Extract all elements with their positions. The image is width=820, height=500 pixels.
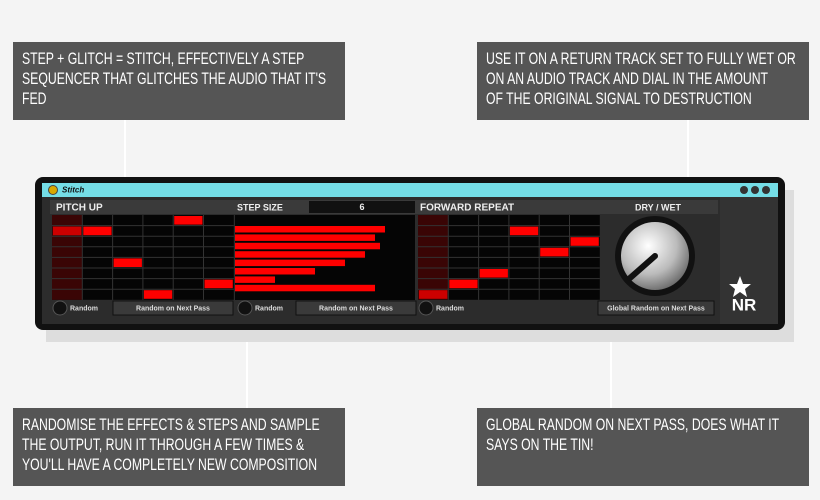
- next-pass-label: Random on Next Pass: [319, 305, 393, 312]
- step-bar[interactable]: [235, 276, 275, 283]
- step-cell[interactable]: [449, 279, 478, 289]
- next-pass-button[interactable]: [112, 300, 234, 316]
- step-cell[interactable]: [143, 290, 173, 299]
- step-cell[interactable]: [570, 237, 599, 246]
- section-label: PITCH UP: [56, 203, 103, 214]
- next-pass-label: Global Random on Next Pass: [607, 305, 705, 312]
- callout-line: STEP + GLITCH = STITCH, EFFECTIVELY A ST…: [22, 49, 305, 68]
- grids: [52, 215, 600, 300]
- callout-line: SEQUENCER THAT GLITCHES THE AUDIO THAT I…: [22, 69, 327, 88]
- knob-pointer: [627, 253, 658, 281]
- step-cell[interactable]: [83, 226, 112, 236]
- step-cell[interactable]: [174, 216, 203, 225]
- step-cell[interactable]: [479, 269, 508, 278]
- device-title: Stitch: [62, 186, 84, 195]
- step-cell[interactable]: [509, 226, 539, 236]
- side-panel: [720, 197, 778, 324]
- step-bar[interactable]: [235, 284, 375, 292]
- next-pass-button[interactable]: [295, 300, 417, 316]
- step-size-field[interactable]: [309, 201, 415, 213]
- random-button[interactable]: [418, 300, 434, 316]
- next-pass-label: Random on Next Pass: [136, 305, 210, 312]
- bottom-row: Random Random on Next Pass Random Random on…: [52, 300, 715, 316]
- step-cell[interactable]: [540, 247, 569, 257]
- random-button[interactable]: [237, 300, 253, 316]
- callout: RANDOMISE THE EFFECTS & STEPS AND SAMPLE…: [13, 408, 345, 486]
- callout-line: SAYS ON THE TIN!: [486, 435, 594, 454]
- callout-line: YOU'LL HAVE A COMPLETELY NEW COMPOSITION: [22, 455, 318, 474]
- callout-line: FED: [22, 89, 47, 108]
- random-label: Random: [70, 305, 98, 312]
- step-size-value: 6: [359, 202, 364, 212]
- step-bar[interactable]: [235, 234, 375, 241]
- callout: GLOBAL RANDOM ON NEXT PASS, DOES WHAT IT…: [477, 408, 809, 486]
- step-bar[interactable]: [235, 226, 385, 233]
- title-icon[interactable]: [740, 186, 748, 194]
- step-bar[interactable]: [235, 251, 365, 258]
- section-label: STEP SIZE: [237, 202, 283, 212]
- callout-text: STEP + GLITCH = STITCH, EFFECTIVELY A ST…: [22, 49, 339, 109]
- callout-line: USE IT ON A RETURN TRACK SET TO FULLY WE…: [486, 49, 796, 68]
- step-bar[interactable]: [235, 268, 315, 275]
- callout-line: RANDOMISE THE EFFECTS & STEPS AND SAMPLE: [22, 415, 320, 434]
- callout-line: ON AN AUDIO TRACK AND DIAL IN THE AMOUNT: [486, 69, 769, 88]
- step-bar[interactable]: [235, 259, 345, 267]
- step-cell[interactable]: [113, 258, 142, 267]
- logo-star: [729, 276, 751, 297]
- random-label: Random: [436, 305, 464, 312]
- next-pass-button[interactable]: [597, 300, 715, 316]
- callout-text: RANDOMISE THE EFFECTS & STEPS AND SAMPLE…: [22, 415, 339, 475]
- callout-line: THE OUTPUT, RUN IT THROUGH A FEW TIMES &: [22, 435, 305, 454]
- section-label: DRY / WET: [635, 202, 682, 212]
- random-label: Random: [255, 305, 283, 312]
- section-label: FORWARD REPEAT: [420, 203, 514, 214]
- random-button[interactable]: [52, 300, 68, 316]
- power-button[interactable]: [48, 185, 58, 195]
- callout: STEP + GLITCH = STITCH, EFFECTIVELY A ST…: [13, 42, 345, 120]
- logo: NR: [732, 295, 757, 314]
- callout-line: GLOBAL RANDOM ON NEXT PASS, DOES WHAT IT: [486, 415, 780, 434]
- callout: USE IT ON A RETURN TRACK SET TO FULLY WE…: [477, 42, 809, 120]
- title-icon[interactable]: [751, 186, 759, 194]
- step-cell[interactable]: [419, 290, 448, 299]
- step-cell[interactable]: [204, 279, 233, 289]
- title-icon[interactable]: [762, 186, 770, 194]
- callout-line: OF THE ORIGINAL SIGNAL TO DESTRUCTION: [486, 89, 752, 108]
- title-bar: [42, 183, 778, 197]
- step-cell[interactable]: [53, 226, 82, 236]
- callout-text: USE IT ON A RETURN TRACK SET TO FULLY WE…: [486, 49, 803, 109]
- step-bar[interactable]: [235, 242, 380, 250]
- callout-text: GLOBAL RANDOM ON NEXT PASS, DOES WHAT IT…: [486, 415, 803, 455]
